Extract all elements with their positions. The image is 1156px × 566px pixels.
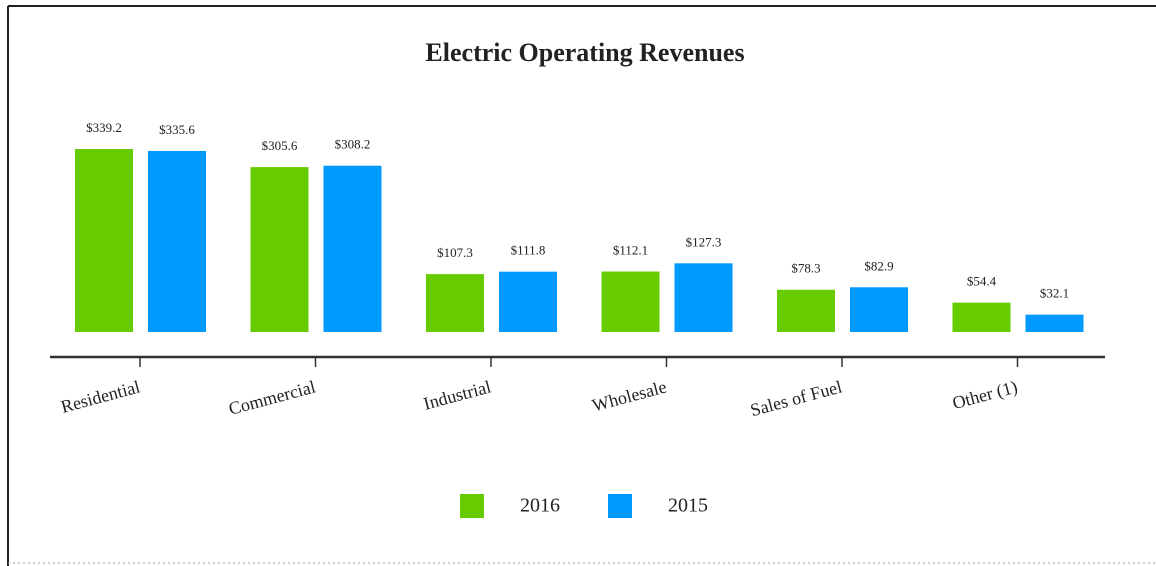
bar [75,149,133,332]
x-tick-label: Other (1) [950,377,1020,414]
x-tick-label: Residential [59,377,142,417]
legend-label: 2016 [520,495,560,517]
bar [148,150,206,332]
bar [499,271,557,332]
value-label: $54.4 [967,274,997,289]
x-tick-label: Industrial [421,377,493,414]
value-label: $82.9 [864,258,893,273]
legend-label: 2015 [668,495,708,517]
bar [777,289,835,332]
value-label: $78.3 [791,261,820,276]
value-label: $112.1 [613,243,648,258]
value-label: $335.6 [159,122,195,137]
bar [674,263,733,332]
value-label: $107.3 [437,245,473,260]
x-tick-label: Commercial [226,377,317,419]
value-label: $111.8 [511,243,546,258]
x-tick-label: Sales of Fuel [748,377,844,421]
bar [426,274,484,332]
bar [250,167,309,332]
value-label: $127.3 [686,234,722,249]
value-label: $308.2 [335,137,371,152]
chart-title: Electric Operating Revenues [425,38,744,67]
bar [1025,314,1084,332]
bar [952,302,1011,332]
value-label: $32.1 [1040,286,1069,301]
legend-swatch [608,494,632,518]
bar [323,165,382,332]
value-label: $339.2 [86,120,122,135]
bar [850,287,908,332]
x-tick-label: Wholesale [590,377,669,416]
legend-swatch [460,494,484,518]
bar [601,271,660,332]
value-label: $305.6 [262,138,298,153]
